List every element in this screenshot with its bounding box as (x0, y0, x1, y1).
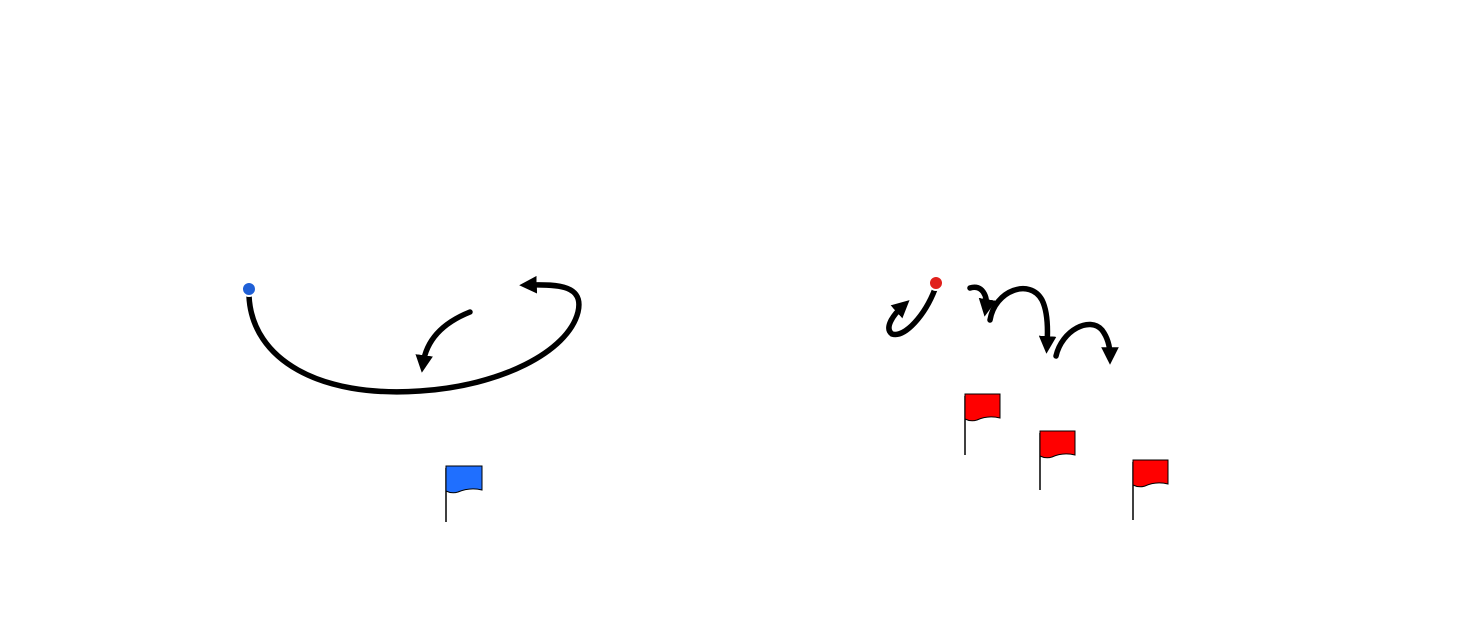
trajectory (415, 309, 473, 373)
trajectory (246, 275, 582, 395)
flag (964, 393, 1001, 422)
flag (1039, 430, 1076, 459)
trajectory (967, 284, 997, 317)
start-point (928, 275, 944, 291)
trajectory (886, 286, 938, 338)
annotations (241, 275, 1169, 522)
trajectory (1053, 321, 1119, 365)
flag (445, 465, 483, 494)
trajectory (987, 286, 1057, 354)
start-point (241, 281, 257, 297)
flag (1132, 459, 1169, 488)
